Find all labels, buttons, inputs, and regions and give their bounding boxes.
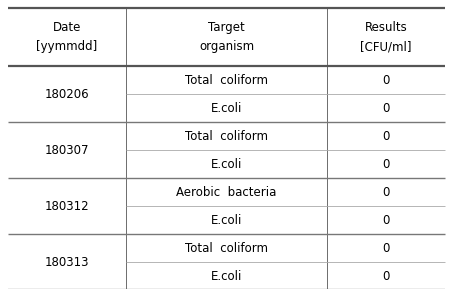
Text: 0: 0 [382, 270, 390, 283]
Text: Date
[yymmdd]: Date [yymmdd] [36, 21, 97, 53]
Text: Total  coliform: Total coliform [185, 129, 268, 142]
Text: 180312: 180312 [45, 199, 89, 212]
Text: E.coli: E.coli [211, 214, 242, 227]
Text: 180313: 180313 [45, 255, 89, 268]
Text: E.coli: E.coli [211, 270, 242, 283]
Text: Results
[CFU/ml]: Results [CFU/ml] [360, 21, 412, 53]
Text: Total  coliform: Total coliform [185, 73, 268, 86]
Text: E.coli: E.coli [211, 158, 242, 171]
Text: Total  coliform: Total coliform [185, 242, 268, 255]
Text: 0: 0 [382, 101, 390, 114]
Text: 0: 0 [382, 158, 390, 171]
Text: E.coli: E.coli [211, 101, 242, 114]
Text: 180307: 180307 [45, 144, 89, 157]
Text: 0: 0 [382, 73, 390, 86]
Text: 0: 0 [382, 242, 390, 255]
Text: Aerobic  bacteria: Aerobic bacteria [176, 186, 277, 199]
Text: 0: 0 [382, 129, 390, 142]
Text: Target
organism: Target organism [199, 21, 254, 53]
Text: 0: 0 [382, 214, 390, 227]
Text: 180206: 180206 [45, 88, 89, 101]
Text: 0: 0 [382, 186, 390, 199]
